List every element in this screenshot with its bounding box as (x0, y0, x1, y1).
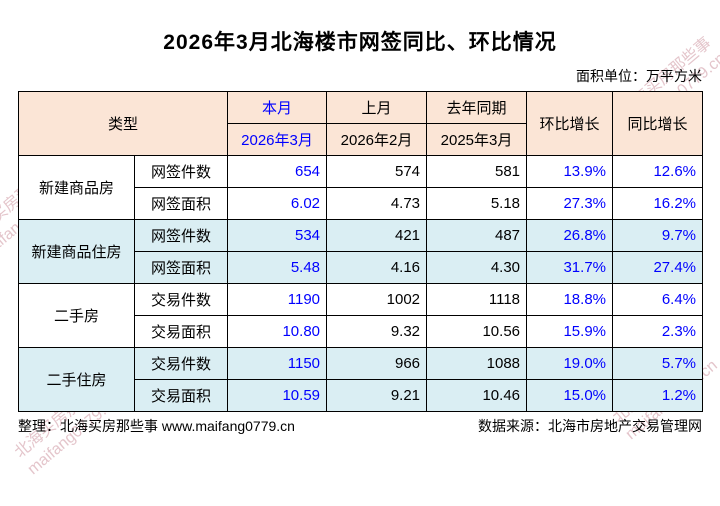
value-current: 6.02 (227, 187, 328, 220)
value-last-year: 487 (426, 219, 528, 252)
page-title: 2026年3月北海楼市网签同比、环比情况 (163, 31, 557, 54)
metric-cell: 网签件数 (133, 155, 229, 188)
value-yoy: 9.7% (612, 219, 704, 252)
value-current: 534 (227, 219, 328, 252)
value-last-year: 5.18 (426, 187, 528, 220)
header-previous-month-date: 2026年2月 (326, 123, 428, 156)
value-yoy: 5.7% (612, 347, 704, 380)
table-row: 二手住房 交易件数 1150 966 1088 19.0% 5.7% (18, 347, 704, 412)
value-mom: 31.7% (526, 251, 614, 284)
footer-source-left: 整理：北海买房那些事 www.maifang0779.cn (18, 418, 295, 434)
value-current: 5.48 (227, 251, 328, 284)
metric-cell: 交易件数 (133, 283, 229, 316)
footer: 整理：北海买房那些事 www.maifang0779.cn 数据来源：北海市房地… (18, 416, 702, 436)
value-current: 10.80 (227, 315, 328, 348)
value-previous: 421 (326, 219, 428, 252)
value-mom: 15.9% (526, 315, 614, 348)
table-row: 新建商品住房 网签件数 534 421 487 26.8% 9.7% (18, 219, 704, 284)
value-last-year: 1088 (426, 347, 528, 380)
value-mom: 27.3% (526, 187, 614, 220)
header-last-year-date: 2025年3月 (426, 123, 528, 156)
header-previous-month: 上月 (326, 91, 428, 124)
table-row: 网签面积 5.48 4.16 4.30 31.7% 27.4% (19, 251, 704, 284)
table-row: 二手房 交易件数 1190 1002 1118 18.8% 6.4% (18, 283, 704, 348)
value-previous: 9.32 (326, 315, 428, 348)
page: { "page": { "title": "2026年3月北海楼市网签同比、环比… (0, 26, 720, 506)
header-mom-growth: 环比增长 (526, 91, 614, 156)
header-yoy-growth: 同比增长 (612, 91, 704, 156)
type-cell: 新建商品住房 (18, 219, 135, 284)
table-sheet: 面积单位：万平方米 类型 本月 上月 去年同期 环比增长 同比增长 2026年3… (17, 66, 704, 412)
table-row: 交易面积 10.80 9.32 10.56 15.9% 2.3% (19, 315, 704, 348)
signing-stats-table: 类型 本月 上月 去年同期 环比增长 同比增长 2026年3月 2026年2月 … (17, 91, 704, 412)
value-previous: 966 (326, 347, 428, 380)
value-mom: 26.8% (526, 219, 614, 252)
value-yoy: 16.2% (612, 187, 704, 220)
table-row: 交易面积 10.59 9.21 10.46 15.0% 1.2% (19, 379, 704, 412)
value-yoy: 2.3% (612, 315, 704, 348)
value-mom: 15.0% (526, 379, 614, 412)
metric-cell: 网签面积 (133, 251, 229, 284)
value-yoy: 6.4% (612, 283, 704, 316)
value-yoy: 12.6% (612, 155, 704, 188)
value-previous: 1002 (326, 283, 428, 316)
value-previous: 4.73 (326, 187, 428, 220)
value-last-year: 1118 (426, 283, 528, 316)
footer-source-right: 数据来源：北海市房地产交易管理网 (478, 418, 702, 434)
header-current-month: 本月 (227, 91, 328, 124)
value-last-year: 10.56 (426, 315, 528, 348)
value-previous: 574 (326, 155, 428, 188)
metric-cell: 网签面积 (133, 187, 229, 220)
header-current-month-date: 2026年3月 (227, 123, 328, 156)
value-yoy: 1.2% (612, 379, 704, 412)
value-last-year: 581 (426, 155, 528, 188)
header-last-year-period: 去年同期 (426, 91, 528, 124)
metric-cell: 交易件数 (133, 347, 229, 380)
value-previous: 4.16 (326, 251, 428, 284)
value-mom: 18.8% (526, 283, 614, 316)
value-last-year: 4.30 (426, 251, 528, 284)
metric-cell: 网签件数 (133, 219, 229, 252)
value-current: 1190 (227, 283, 328, 316)
header-type: 类型 (17, 91, 229, 156)
type-cell: 新建商品房 (18, 155, 135, 220)
value-current: 654 (227, 155, 328, 188)
value-yoy: 27.4% (612, 251, 704, 284)
type-cell: 二手房 (18, 283, 135, 348)
unit-note: 面积单位：万平方米 (576, 68, 702, 84)
value-mom: 19.0% (526, 347, 614, 380)
value-current: 1150 (227, 347, 328, 380)
table-row: 新建商品房 网签件数 654 574 581 13.9% 12.6% (18, 155, 704, 220)
type-cell: 二手住房 (18, 347, 135, 412)
value-previous: 9.21 (326, 379, 428, 412)
value-current: 10.59 (227, 379, 328, 412)
metric-cell: 交易面积 (133, 379, 229, 412)
metric-cell: 交易面积 (133, 315, 229, 348)
table-row: 网签面积 6.02 4.73 5.18 27.3% 16.2% (19, 187, 704, 220)
value-last-year: 10.46 (426, 379, 528, 412)
value-mom: 13.9% (526, 155, 614, 188)
